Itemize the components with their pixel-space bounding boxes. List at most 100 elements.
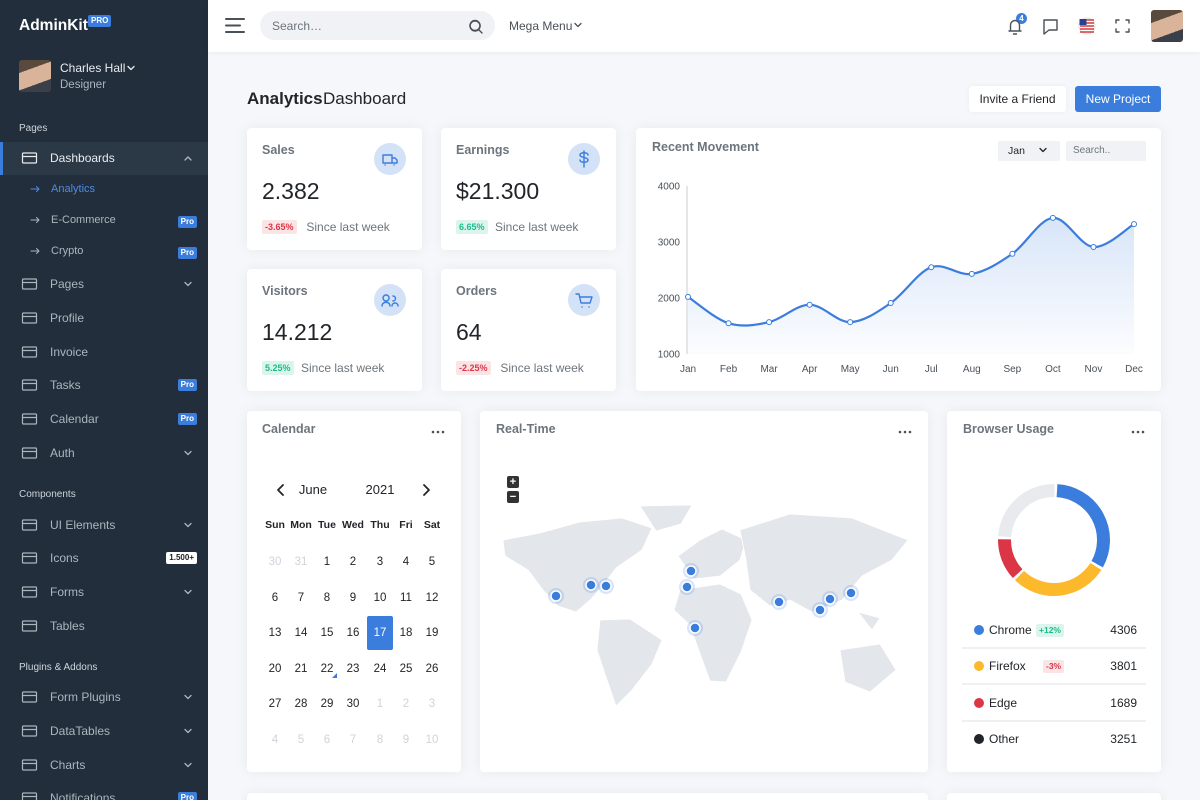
sidebar-item[interactable]: Forms bbox=[50, 585, 84, 599]
calendar-day[interactable]: 14 bbox=[294, 627, 308, 639]
calendar-day[interactable]: 12 bbox=[425, 592, 439, 604]
new-project-button[interactable] bbox=[1075, 86, 1161, 112]
sidebar-subitem[interactable]: Analytics bbox=[51, 183, 96, 195]
calendar-day[interactable]: 27 bbox=[268, 698, 282, 710]
calendar-day[interactable]: 30 bbox=[346, 698, 360, 710]
mega-menu[interactable]: Mega Menu bbox=[509, 19, 573, 33]
calendar-day[interactable]: 5 bbox=[428, 556, 436, 568]
line-point bbox=[1131, 221, 1137, 228]
sidebar-item[interactable]: Profile bbox=[50, 311, 85, 325]
chart-search-input[interactable]: Search.. bbox=[1073, 145, 1111, 156]
calendar-day[interactable]: 8 bbox=[323, 592, 331, 604]
calendar-day[interactable]: 21 bbox=[294, 663, 308, 675]
weekday: Tue bbox=[318, 519, 336, 531]
zoom-in-button[interactable] bbox=[507, 476, 519, 488]
weekday: Sun bbox=[265, 519, 285, 531]
sidebar-item[interactable]: DataTables bbox=[50, 724, 111, 738]
sidebar-item[interactable]: Calendar bbox=[50, 412, 99, 426]
sidebar-item[interactable]: Dashboards bbox=[50, 151, 115, 165]
new-project-button-label[interactable]: New Project bbox=[1085, 92, 1151, 106]
sidebar-item[interactable]: UI Elements bbox=[50, 518, 116, 532]
calendar-day[interactable]: 9 bbox=[402, 734, 410, 746]
sidebar-item[interactable]: Tasks bbox=[50, 378, 81, 392]
calendar-day[interactable]: 5 bbox=[297, 734, 305, 746]
calendar-day[interactable]: 20 bbox=[268, 663, 282, 675]
calendar-day[interactable]: 1 bbox=[323, 556, 331, 568]
calendar-day[interactable]: 10 bbox=[373, 592, 387, 604]
sidebar-subitem[interactable]: Crypto bbox=[51, 245, 84, 257]
sidebar-item[interactable]: Icons bbox=[50, 551, 79, 565]
sidebar-subitem[interactable]: E-Commerce bbox=[51, 214, 116, 226]
sidebar-item[interactable]: Auth bbox=[50, 446, 75, 460]
calendar-day[interactable]: 6 bbox=[271, 592, 279, 604]
line-point bbox=[887, 300, 894, 307]
chevron bbox=[184, 450, 192, 456]
calendar-day[interactable]: 15 bbox=[320, 627, 334, 639]
calendar-day[interactable]: 6 bbox=[323, 734, 331, 746]
month-filter-label[interactable]: Jan bbox=[1008, 144, 1025, 157]
calendar-day[interactable]: 31 bbox=[294, 556, 308, 568]
x-tick-label: Aug bbox=[963, 364, 981, 375]
calendar-day[interactable]: 26 bbox=[425, 663, 439, 675]
month-filter[interactable] bbox=[998, 141, 1060, 161]
calendar-day[interactable]: 8 bbox=[376, 734, 384, 746]
weekday: Wed bbox=[342, 519, 364, 531]
zoom-out[interactable]: − bbox=[509, 491, 517, 503]
sidebar-item[interactable]: Pages bbox=[50, 277, 85, 291]
calendar-day[interactable]: 3 bbox=[428, 698, 436, 710]
calendar-day[interactable]: 2 bbox=[349, 556, 357, 568]
doughnut-segment bbox=[1014, 562, 1102, 596]
brand-name: AdminKit bbox=[19, 17, 88, 34]
browser-name: Edge bbox=[989, 696, 1018, 710]
calendar-month[interactable]: June bbox=[298, 482, 328, 497]
selected-day[interactable] bbox=[367, 616, 393, 650]
calendar-day[interactable]: 3 bbox=[376, 556, 384, 568]
calendar-day[interactable]: 29 bbox=[320, 698, 334, 710]
calendar-day[interactable]: 7 bbox=[297, 592, 305, 604]
sidebar-item[interactable]: Tables bbox=[50, 619, 85, 633]
calendar-day[interactable]: 25 bbox=[399, 663, 413, 675]
calendar-day[interactable]: 23 bbox=[346, 663, 360, 675]
sidebar-item[interactable]: Charts bbox=[50, 758, 86, 772]
sidebar-badge: Pro bbox=[177, 379, 197, 391]
stat-change: -3.65% bbox=[262, 220, 297, 234]
calendar-day[interactable]: 28 bbox=[294, 698, 308, 710]
stat-value: 64 bbox=[456, 319, 482, 345]
calendar-day[interactable]: 2 bbox=[402, 698, 410, 710]
map-region bbox=[677, 528, 747, 580]
calendar-day[interactable]: 10 bbox=[425, 734, 439, 746]
calendar-day[interactable]: 1 bbox=[376, 698, 384, 710]
stat-period: Since last week bbox=[500, 361, 584, 375]
invite-button-label[interactable]: Invite a Friend bbox=[979, 92, 1056, 106]
calendar-day[interactable]: 18 bbox=[399, 627, 413, 639]
invite-button[interactable] bbox=[969, 86, 1066, 112]
user-name[interactable]: Charles Hall bbox=[60, 61, 126, 75]
sidebar-icon bbox=[21, 725, 38, 737]
calendar-day[interactable]: 19 bbox=[425, 627, 439, 639]
zoom-out-button[interactable] bbox=[507, 491, 519, 503]
map-marker bbox=[689, 622, 701, 634]
search-box[interactable] bbox=[260, 11, 495, 40]
calendar-day[interactable]: 30 bbox=[268, 556, 282, 568]
calendar-day[interactable]: 11 bbox=[400, 592, 412, 604]
search-input[interactable]: Search… bbox=[272, 19, 323, 33]
calendar-day[interactable]: 22 bbox=[320, 663, 334, 675]
calendar-day[interactable]: 7 bbox=[349, 734, 357, 746]
calendar-day[interactable]: 4 bbox=[402, 556, 410, 568]
sidebar-item[interactable]: Notifications bbox=[50, 791, 116, 800]
topbar-avatar[interactable] bbox=[1151, 10, 1183, 42]
sidebar-icon bbox=[21, 312, 38, 324]
sidebar-item[interactable]: Form Plugins bbox=[50, 690, 121, 704]
calendar-day[interactable]: 17 bbox=[373, 627, 387, 639]
sidebar-item[interactable]: Invoice bbox=[50, 345, 89, 359]
sidebar-active-item[interactable] bbox=[0, 142, 208, 175]
calendar-day[interactable]: 4 bbox=[271, 734, 279, 746]
calendar-day[interactable]: 13 bbox=[268, 627, 282, 639]
calendar-year[interactable]: 2021 bbox=[365, 482, 395, 497]
zoom-in[interactable]: + bbox=[509, 476, 517, 488]
calendar-day[interactable]: 9 bbox=[349, 592, 357, 604]
chart-search[interactable] bbox=[1066, 141, 1146, 161]
calendar-day[interactable]: 16 bbox=[346, 627, 360, 639]
x-tick-label: Apr bbox=[802, 364, 818, 375]
calendar-day[interactable]: 24 bbox=[373, 663, 387, 675]
